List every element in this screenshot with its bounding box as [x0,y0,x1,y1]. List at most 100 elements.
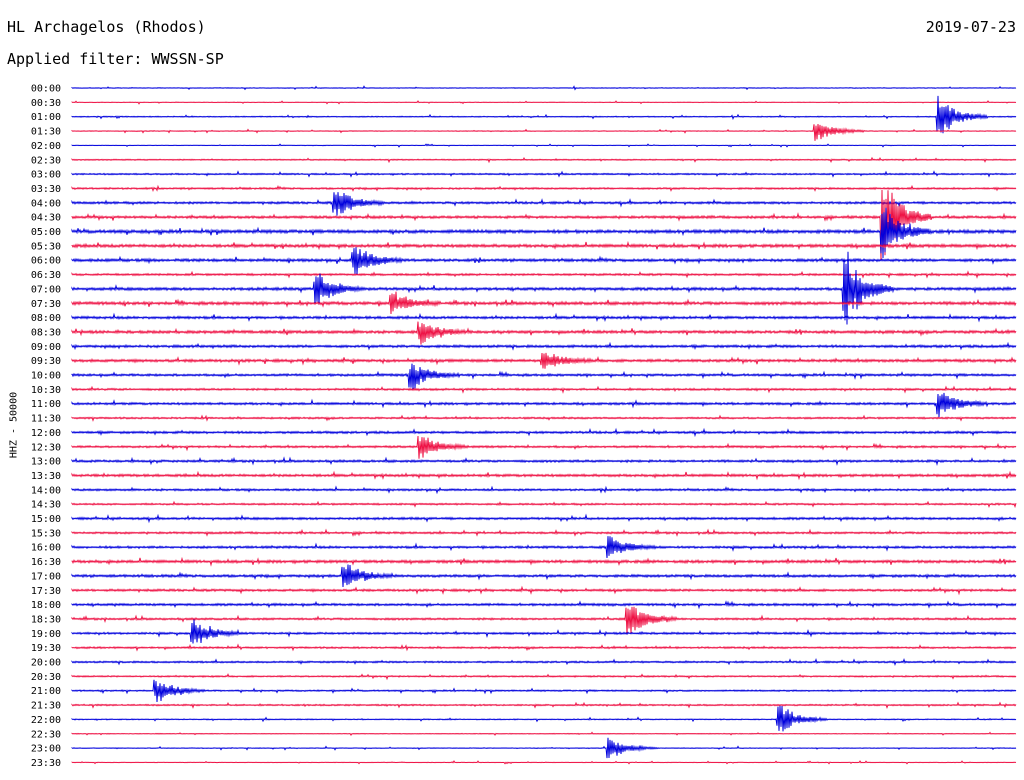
trace-line [71,321,1017,345]
time-tick-label: 02:30 [31,155,61,166]
trace-line [71,240,1017,251]
time-tick-label: 11:00 [31,399,61,410]
trace-line [71,456,1017,466]
trace-line [71,536,1017,559]
trace-line [71,85,1017,91]
time-tick-label: 00:30 [31,98,61,109]
time-tick-label: 05:30 [31,241,61,252]
time-tick-label: 09:30 [31,356,61,367]
time-tick-label: 07:00 [31,284,61,295]
trace-line [71,385,1017,394]
time-tick-label: 19:30 [31,643,61,654]
trace-line [71,207,1017,259]
trace-line [71,528,1017,537]
time-tick-label: 10:00 [31,371,61,382]
trace-line [71,95,1017,134]
time-tick-label: 17:00 [31,571,61,582]
trace-line [71,312,1017,323]
trace-line [71,414,1017,422]
trace-line [71,701,1017,709]
time-tick-label: 13:00 [31,457,61,468]
time-tick-label: 11:30 [31,414,61,425]
time-tick-label: 19:00 [31,629,61,640]
time-tick-label: 05:00 [31,227,61,238]
time-tick-label: 08:00 [31,313,61,324]
time-tick-label: 07:30 [31,299,61,310]
trace-line [71,143,1017,148]
time-tick-label: 20:30 [31,672,61,683]
time-tick-label: 21:00 [31,686,61,697]
time-tick-label: 04:30 [31,213,61,224]
trace-line [71,673,1017,681]
trace-line [71,760,1017,765]
time-tick-label: 08:30 [31,327,61,338]
trace-line [71,291,1017,315]
trace-line [71,184,1017,193]
trace-line [71,731,1017,737]
trace-line [71,556,1017,567]
time-tick-label: 18:30 [31,614,61,625]
trace-line [71,606,1017,635]
trace-line [71,585,1017,596]
station-title: HL Archagelos (Rhodos) [7,18,206,36]
time-tick-label: 03:30 [31,184,61,195]
time-tick-label: 14:00 [31,485,61,496]
trace-line [71,705,1017,732]
time-tick-label: 22:00 [31,715,61,726]
trace-line [71,156,1017,164]
time-tick-label: 04:00 [31,198,61,209]
trace-line [71,189,1017,261]
time-tick-label: 01:00 [31,112,61,123]
applied-filter: Applied filter: WWSSN-SP [7,50,224,68]
trace-line [71,600,1017,610]
time-tick-label: 06:30 [31,270,61,281]
time-tick-label: 18:00 [31,600,61,611]
time-tick-label: 09:00 [31,342,61,353]
time-tick-label: 06:00 [31,256,61,267]
trace-line [71,513,1017,524]
time-tick-label: 15:00 [31,514,61,525]
trace-line [71,643,1017,652]
time-tick-label: 22:30 [31,729,61,740]
time-tick-label: 23:00 [31,744,61,755]
time-tick-label: 03:00 [31,170,61,181]
trace-line [71,352,1017,369]
time-tick-label: 01:30 [31,127,61,138]
time-tick-label: 12:30 [31,442,61,453]
trace-line [71,485,1017,495]
trace-line [71,247,1017,275]
time-tick-label: 13:30 [31,471,61,482]
time-tick-label: 23:30 [31,758,61,769]
trace-line [71,435,1017,459]
time-tick-label: 02:00 [31,141,61,152]
trace-line [71,270,1017,279]
time-tick-label: 00:00 [31,84,61,95]
trace-line [71,564,1017,588]
trace-line [71,392,1017,418]
trace-line [71,341,1017,351]
trace-line [71,251,1017,325]
trace-line [71,470,1017,481]
trace-line [71,192,1017,216]
trace-line [71,100,1017,105]
trace-line [71,363,1017,390]
trace-line [71,657,1017,666]
time-tick-label: 16:30 [31,557,61,568]
time-tick-label: 16:00 [31,543,61,554]
trace-line [71,500,1017,509]
time-tick-label: 20:00 [31,658,61,669]
trace-line [71,619,1017,644]
time-tick-label: 15:30 [31,528,61,539]
time-tick-label: 14:30 [31,500,61,511]
time-tick-label: 12:00 [31,428,61,439]
time-tick-label: 10:30 [31,385,61,396]
trace-line [71,170,1017,178]
trace-line [71,427,1017,438]
time-tick-label: 21:30 [31,701,61,712]
trace-line [71,679,1017,703]
record-date: 2019-07-23 [925,18,1016,36]
trace-line [71,123,1017,141]
trace-line [71,737,1017,759]
time-tick-label: 17:30 [31,586,61,597]
